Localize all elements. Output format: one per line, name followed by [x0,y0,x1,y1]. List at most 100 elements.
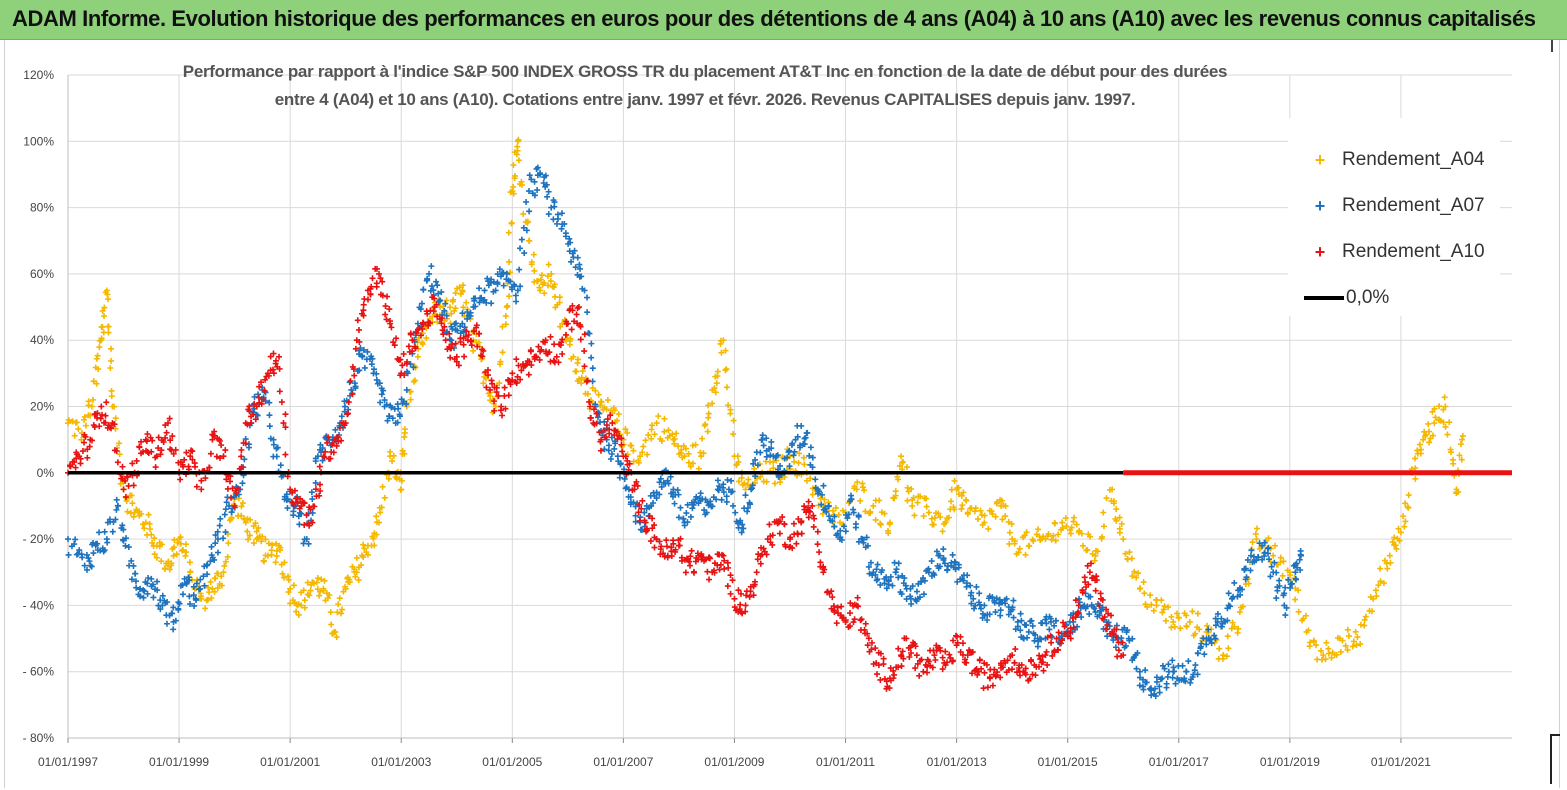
point-rendement-a04 [661,428,668,435]
point-rendement-a04 [1224,633,1231,640]
point-rendement-a10 [1087,560,1094,567]
legend-item-zero[interactable]: 0,0% [1288,284,1500,312]
point-rendement-a10 [368,283,375,290]
point-rendement-a07 [944,567,951,574]
point-rendement-a04 [1426,439,1433,446]
point-rendement-a10 [453,358,460,365]
point-rendement-a04 [1183,623,1190,630]
point-rendement-a04 [1396,537,1403,544]
point-rendement-a04 [556,299,563,306]
point-rendement-a07 [667,473,674,480]
point-rendement-a07 [605,442,612,449]
point-rendement-a10 [847,622,854,629]
point-rendement-a10 [1110,630,1117,637]
point-rendement-a10 [727,572,734,579]
point-rendement-a07 [1214,610,1221,617]
point-rendement-a07 [1194,671,1201,678]
point-rendement-a10 [742,602,749,609]
point-rendement-a04 [994,498,1001,505]
point-rendement-a04 [1377,565,1384,572]
point-rendement-a10 [618,441,625,448]
point-rendement-a10 [754,556,761,563]
point-rendement-a04 [1265,535,1272,542]
point-rendement-a10 [805,498,812,505]
point-rendement-a04 [456,284,463,291]
point-rendement-a04 [1051,520,1058,527]
point-rendement-a04 [981,519,988,526]
point-rendement-a10 [183,449,190,456]
point-rendement-a07 [137,593,144,600]
point-rendement-a07 [952,566,959,573]
point-rendement-a04 [1362,613,1369,620]
point-rendement-a10 [828,588,835,595]
point-rendement-a10 [81,439,88,446]
point-rendement-a10 [282,411,289,418]
point-rendement-a10 [631,486,638,493]
legend-item-a04[interactable]: + Rendement_A04 [1288,146,1500,174]
point-rendement-a10 [1022,665,1029,672]
point-rendement-a07 [1237,591,1244,598]
point-rendement-a04 [142,519,149,526]
point-rendement-a04 [1253,525,1260,532]
point-rendement-a07 [1143,679,1150,686]
point-rendement-a07 [1259,542,1266,549]
point-rendement-a04 [460,304,467,311]
point-rendement-a07 [767,452,774,459]
point-rendement-a07 [500,282,507,289]
point-rendement-a04 [1011,537,1018,544]
point-rendement-a10 [604,416,611,423]
point-rendement-a04 [1373,593,1380,600]
point-rendement-a07 [71,541,78,548]
point-rendement-a10 [1021,669,1028,676]
point-rendement-a10 [687,562,694,569]
point-rendement-a04 [96,344,103,351]
point-rendement-a07 [1024,634,1031,641]
point-rendement-a04 [610,405,617,412]
point-rendement-a07 [551,199,558,206]
point-rendement-a10 [809,502,816,509]
point-rendement-a07 [94,540,101,547]
point-rendement-a10 [983,661,990,668]
point-rendement-a07 [545,188,552,195]
point-rendement-a04 [1307,639,1314,646]
point-rendement-a07 [513,298,520,305]
point-rendement-a04 [675,443,682,450]
point-rendement-a07 [186,577,193,584]
point-rendement-a04 [1225,645,1232,652]
x-tick-label: 01/01/2009 [704,755,764,769]
legend-item-a07[interactable]: + Rendement_A07 [1288,192,1500,220]
point-rendement-a04 [272,559,279,566]
point-rendement-a10 [495,392,502,399]
point-rendement-a07 [437,297,444,304]
point-rendement-a10 [997,674,1004,681]
legend-item-a10[interactable]: + Rendement_A10 [1288,238,1500,266]
point-rendement-a10 [430,308,437,315]
point-rendement-a04 [1021,532,1028,539]
x-tick-label: 01/01/2005 [482,755,542,769]
point-rendement-a10 [1040,659,1047,666]
point-rendement-a10 [663,537,670,544]
point-rendement-a10 [238,464,245,471]
point-rendement-a10 [829,594,836,601]
point-rendement-a04 [1223,653,1230,660]
point-rendement-a10 [834,604,841,611]
point-rendement-a10 [757,560,764,567]
point-rendement-a07 [1136,682,1143,689]
point-rendement-a07 [1163,680,1170,687]
point-rendement-a10 [523,361,530,368]
point-rendement-a04 [225,540,232,547]
point-rendement-a07 [738,529,745,536]
point-rendement-a07 [687,513,694,520]
point-rendement-a04 [379,483,386,490]
point-rendement-a07 [441,307,448,314]
point-rendement-a10 [193,483,200,490]
point-rendement-a04 [917,493,924,500]
point-rendement-a07 [724,476,731,483]
point-rendement-a04 [900,458,907,465]
point-rendement-a04 [911,512,918,519]
point-rendement-a07 [684,501,691,508]
point-rendement-a07 [617,460,624,467]
point-rendement-a07 [514,287,521,294]
point-rendement-a07 [639,527,646,534]
y-tick-label: 120% [23,68,54,82]
